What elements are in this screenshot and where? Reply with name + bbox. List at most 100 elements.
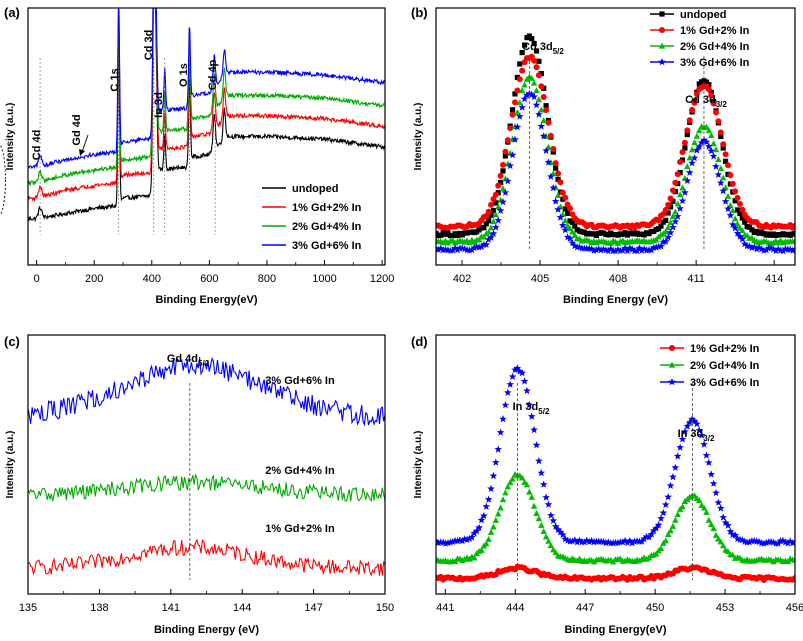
data-point-72 — [604, 538, 613, 546]
peak-annotation: Gd 4d — [71, 114, 83, 145]
data-point-45 — [539, 132, 548, 140]
data-point-44 — [537, 122, 546, 130]
data-point-16 — [470, 529, 479, 537]
data-point-107 — [689, 106, 696, 113]
data-point-145 — [779, 247, 787, 255]
panel-label: (c) — [4, 334, 20, 349]
data-point-19 — [478, 546, 485, 553]
data-point-98 — [666, 228, 675, 236]
series-1-gd-2-in — [28, 538, 385, 577]
data-point-29 — [502, 148, 509, 155]
data-point-104 — [681, 139, 688, 146]
series-line — [28, 8, 385, 223]
data-point-119 — [718, 133, 724, 140]
data-point-90 — [647, 246, 656, 254]
data-point-65 — [587, 245, 596, 253]
data-point-19 — [477, 516, 486, 524]
data-point-42 — [533, 48, 540, 54]
data-point-133 — [750, 243, 759, 251]
data-point-119 — [717, 179, 725, 187]
data-point-41 — [530, 92, 538, 100]
data-point-23 — [488, 212, 494, 218]
data-point-51 — [554, 525, 562, 533]
y-axis-label: Intensity (a.u.) — [413, 103, 424, 171]
data-point-7 — [448, 246, 457, 254]
legend: undoped 1% Gd+2% In 2% Gd+4% In 3% Gd+6% In — [262, 183, 362, 252]
data-point-43 — [535, 96, 543, 103]
data-point-112 — [700, 136, 708, 144]
legend-label: undoped — [680, 9, 726, 21]
plot-area — [28, 8, 385, 223]
data-point-95 — [659, 238, 668, 246]
data-point-84 — [633, 246, 641, 255]
data-point-120 — [720, 145, 726, 151]
data-point-124 — [729, 220, 737, 228]
data-point-102 — [677, 159, 684, 166]
data-point-32 — [509, 107, 516, 113]
data-point-94 — [657, 545, 665, 552]
gd-4d-highlight-ellipse — [0, 144, 6, 216]
data-point-49 — [550, 145, 557, 152]
data-point-123 — [727, 172, 734, 179]
data-point-53 — [559, 530, 567, 539]
data-point-22 — [486, 218, 492, 224]
data-point-32 — [509, 475, 516, 482]
data-point-93 — [654, 521, 663, 529]
data-point-102 — [676, 204, 684, 212]
data-point-88 — [642, 246, 651, 254]
x-tick-label: 600 — [200, 273, 218, 285]
peak-annotation-subscript: 3/2 — [716, 100, 728, 109]
series-3-gd-6-in — [436, 89, 795, 255]
plot-area — [436, 33, 795, 255]
data-point-120 — [720, 542, 727, 549]
data-point-115 — [708, 132, 715, 139]
data-point-54 — [562, 194, 569, 201]
peak-annotation: O 1s — [178, 63, 190, 87]
data-point-40 — [528, 493, 535, 500]
data-point-legend — [658, 58, 666, 66]
data-point-legend — [658, 42, 666, 49]
data-point-26 — [495, 190, 501, 196]
data-point-20 — [480, 511, 488, 520]
legend-item: undoped — [650, 9, 726, 21]
data-point-35 — [516, 76, 523, 83]
series-line — [28, 8, 385, 170]
data-point-79 — [621, 244, 629, 252]
data-point-97 — [664, 224, 672, 231]
data-point-122 — [724, 547, 732, 554]
data-point-36 — [518, 103, 526, 111]
data-point-114 — [706, 81, 712, 88]
data-point-43 — [535, 457, 543, 465]
data-point-28 — [499, 185, 507, 192]
data-point-33 — [511, 99, 518, 106]
data-point-141 — [769, 245, 778, 253]
data-point-19 — [477, 242, 486, 250]
data-point-51 — [555, 170, 562, 177]
data-point-103 — [679, 184, 686, 191]
data-point-35 — [516, 367, 524, 375]
data-point-119 — [717, 129, 724, 136]
data-point-78 — [618, 538, 627, 546]
data-point-116 — [710, 525, 717, 532]
data-point-126 — [734, 220, 741, 227]
data-point-118 — [715, 155, 722, 162]
data-point-127 — [737, 210, 743, 217]
data-point-102 — [676, 443, 684, 451]
data-point-73 — [606, 244, 615, 253]
data-point-103 — [679, 149, 686, 156]
data-point-12 — [460, 245, 469, 253]
series-3-gd-6-in — [436, 364, 795, 547]
data-point-53 — [559, 189, 566, 196]
x-tick-label: 200 — [85, 273, 103, 285]
data-point-126 — [733, 229, 742, 237]
data-point-23 — [487, 484, 495, 492]
data-point-146 — [781, 538, 790, 546]
data-point-80 — [623, 246, 632, 255]
series-1-gd-2-in — [436, 53, 795, 231]
data-point-106 — [686, 117, 693, 124]
data-point-20 — [480, 233, 488, 240]
data-point-91 — [650, 526, 658, 534]
data-point-96 — [662, 206, 669, 213]
chart-panel-d: 441 444 447 450 453 456 Binding Energy(eV) Inte… — [411, 334, 803, 636]
data-point-32 — [509, 111, 516, 118]
